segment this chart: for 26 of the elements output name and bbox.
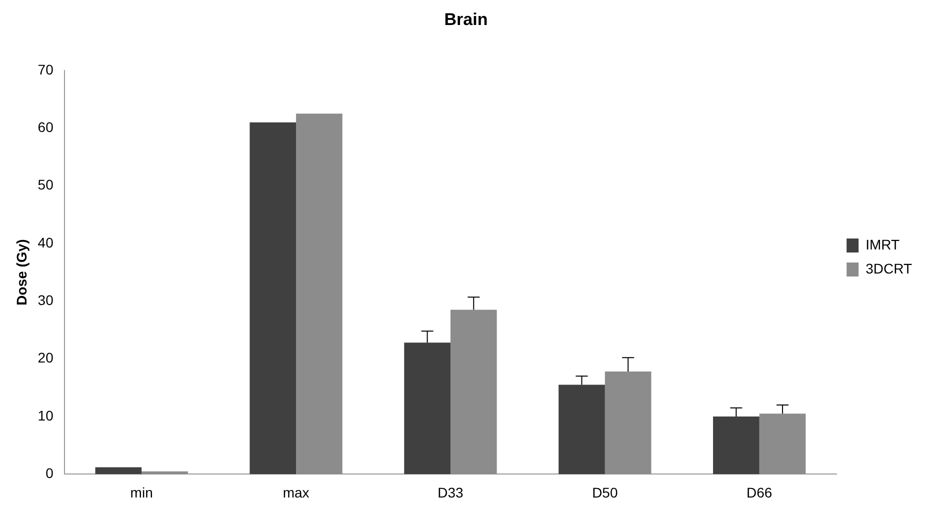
bar (95, 467, 142, 474)
y-tick-label: 0 (46, 465, 54, 482)
x-tick-label: D66 (746, 484, 772, 500)
bar (713, 416, 760, 474)
bar (759, 414, 806, 474)
y-axis-title: Dose (Gy) (13, 239, 30, 306)
y-tick-label: 30 (38, 292, 54, 308)
legend-label: 3DCRT (866, 260, 912, 276)
y-tick-label: 50 (38, 176, 54, 193)
legend-label: IMRT (866, 236, 900, 252)
x-tick-label: max (282, 484, 310, 500)
y-tick-label: 60 (38, 118, 54, 135)
chart-title: Brain (444, 10, 488, 29)
bar (250, 122, 296, 474)
x-tick-label: min (130, 484, 153, 500)
bar (296, 114, 342, 474)
bar (404, 342, 450, 474)
bar (450, 310, 497, 474)
x-tick-label: D33 (438, 484, 464, 500)
bar (604, 372, 652, 474)
bar (558, 384, 605, 474)
y-tick-label: 20 (38, 350, 54, 366)
y-tick-label: 70 (38, 61, 54, 78)
x-tick-label: D50 (592, 484, 618, 500)
y-tick-label: 40 (38, 234, 54, 250)
y-tick-label: 10 (38, 407, 54, 424)
